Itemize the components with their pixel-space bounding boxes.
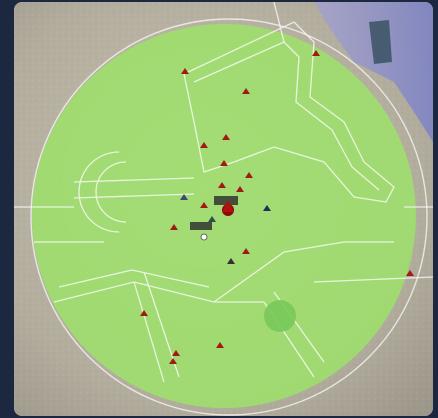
hostile-aircraft-icon[interactable] [242,88,250,94]
airfield-lines [14,2,433,383]
hostile-aircraft-icon[interactable] [181,68,189,74]
selected-aircraft-icon[interactable] [222,200,234,212]
friendly-markers [180,194,271,264]
hostile-markers [140,50,414,364]
selected-cluster[interactable] [190,196,238,241]
hostile-aircraft-icon[interactable] [200,142,208,148]
friendly-aircraft-icon[interactable] [263,205,271,211]
waypoint-icon[interactable] [200,233,208,241]
cluster-label-box [190,222,212,230]
hostile-aircraft-icon[interactable] [222,134,230,140]
hostile-aircraft-icon[interactable] [140,310,148,316]
friendly-aircraft-icon[interactable] [180,194,188,200]
hostile-aircraft-icon[interactable] [200,202,208,208]
friendly-aircraft-icon[interactable] [227,258,235,264]
hostile-aircraft-icon[interactable] [312,50,320,56]
hostile-aircraft-icon[interactable] [242,248,250,254]
friendly-aircraft-icon[interactable] [208,216,216,222]
range-circle [32,24,416,408]
map-canvas[interactable] [14,2,433,416]
outer-range-ring [30,18,428,416]
target-zone-circle [264,300,296,332]
hostile-aircraft-icon[interactable] [170,224,178,230]
hostile-aircraft-icon[interactable] [236,186,244,192]
hostile-aircraft-icon[interactable] [172,350,180,356]
hostile-aircraft-icon[interactable] [169,358,177,364]
hostile-aircraft-icon[interactable] [220,160,228,166]
water-area [314,2,433,142]
hostile-aircraft-icon[interactable] [245,172,253,178]
hostile-aircraft-icon[interactable] [218,182,226,188]
hostile-aircraft-icon[interactable] [406,270,414,276]
map-view[interactable] [14,2,433,416]
island-shape [369,20,392,64]
cluster-label-box [214,196,238,205]
hostile-aircraft-icon[interactable] [216,342,224,348]
